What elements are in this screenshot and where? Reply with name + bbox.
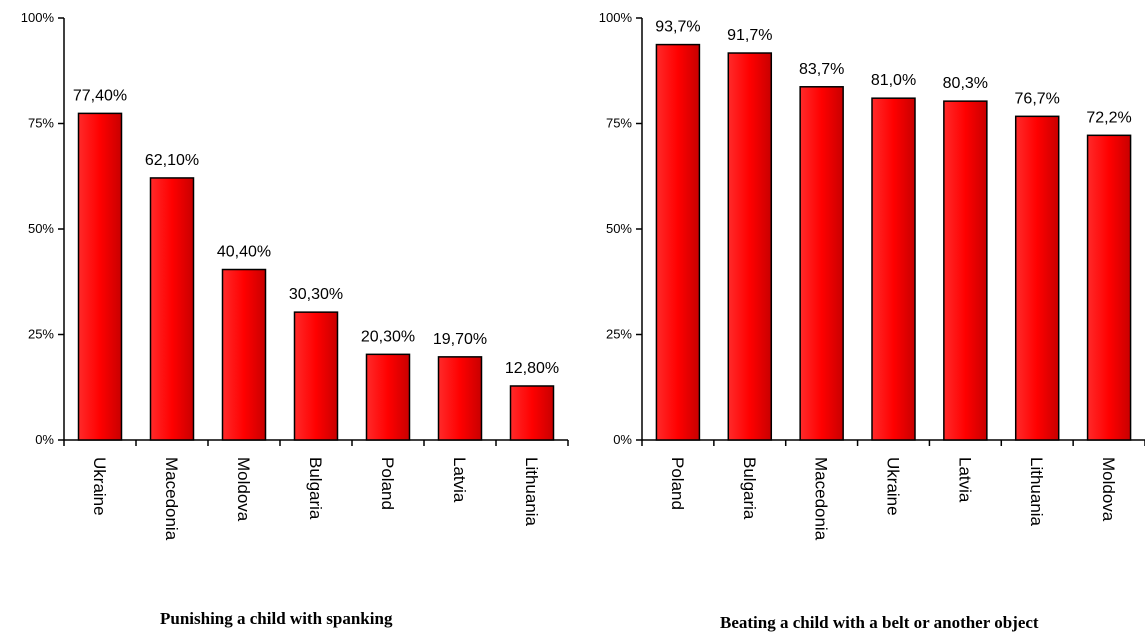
bar [655,43,701,441]
bar [799,86,844,441]
bar [943,100,988,441]
bar [509,385,555,441]
chart-title-spanking: Punishing a child with spanking [160,609,393,628]
bar [437,356,483,441]
category-label: Macedonia [162,457,181,541]
bar [727,52,773,441]
category-label: Lithuania [522,457,541,527]
data-label: 30,30% [289,286,343,303]
data-label: 93,7% [655,19,700,36]
category-label: Macedonia [812,457,831,541]
bar [365,353,411,441]
y-tick-label: 0% [613,432,632,447]
data-label: 19,70% [433,331,487,348]
bar [1014,115,1060,441]
data-label: 20,30% [361,328,415,345]
data-label: 62,10% [145,152,199,169]
bar [221,268,267,441]
data-label: 12,80% [505,360,559,377]
data-label: 81,0% [871,72,916,89]
category-label: Latvia [955,457,974,503]
category-label: Moldova [234,457,253,522]
category-label: Bulgaria [740,457,759,520]
y-tick-label: 100% [21,10,55,25]
y-tick-label: 50% [28,221,54,236]
category-label: Lithuania [1027,457,1046,527]
data-label: 77,40% [73,87,127,104]
category-label: Ukraine [884,457,903,516]
category-label: Moldova [1099,457,1118,522]
y-tick-label: 25% [28,327,54,342]
y-tick-label: 25% [606,327,632,342]
bar [871,97,916,441]
y-tick-label: 100% [599,10,633,25]
y-tick-label: 50% [606,221,632,236]
data-label: 76,7% [1015,90,1060,107]
category-label: Latvia [450,457,469,503]
data-label: 80,3% [943,75,988,92]
bar [1086,134,1132,441]
chart-belt-beating: 0% 25% 50% 75% 100% 93,7% Poland 91,7% Bulgaria 8… [599,10,1145,541]
category-label: Bulgaria [306,457,325,520]
chart-spanking: 0% 25% 50% 75% 100% 77,40% Ukraine 62,10% Macedo… [21,10,569,541]
data-label: 83,7% [799,61,844,78]
y-tick-label: 0% [35,432,54,447]
y-tick-label: 75% [606,116,632,131]
data-label: 40,40% [217,244,271,261]
data-label: 91,7% [727,27,772,44]
bar [293,311,339,441]
y-tick-label: 75% [28,116,54,131]
chart-title-belt-beating: Beating a child with a belt or another o… [720,613,1039,632]
category-label: Ukraine [90,457,109,516]
category-label: Poland [668,457,687,510]
category-label: Poland [378,457,397,510]
data-label: 72,2% [1086,109,1131,126]
bar [77,112,123,441]
bar [149,177,195,441]
